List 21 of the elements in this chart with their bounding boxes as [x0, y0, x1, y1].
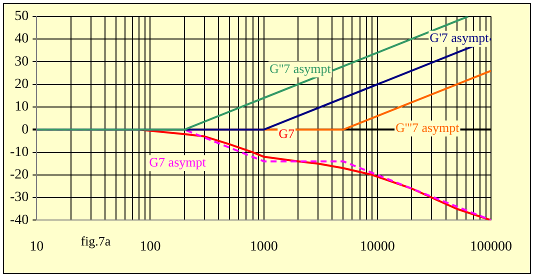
y-tick-label: 0: [22, 122, 29, 138]
x-tick-label: 100000: [470, 239, 512, 254]
series-label: G7: [278, 126, 295, 142]
x-tick-label: 100: [140, 239, 161, 254]
y-tick-label: -30: [10, 190, 29, 206]
series-label: G''7 asympt: [269, 60, 332, 76]
series-label: G7 asympt: [149, 154, 206, 170]
caption: fig.7a: [80, 234, 111, 249]
x-tick-label: 10: [30, 239, 44, 254]
y-tick-label: 50: [14, 9, 29, 24]
y-tick-label: -40: [10, 212, 29, 228]
x-tick-label: 10000: [360, 239, 395, 254]
y-tick-label: 20: [14, 77, 29, 92]
x-tick-label: 1000: [250, 239, 278, 254]
y-tick-label: -10: [10, 144, 29, 160]
y-tick-label: 30: [14, 54, 29, 70]
series-label: G'7 asympt: [430, 30, 490, 46]
y-tick-label: -20: [10, 168, 29, 183]
y-tick-label: 10: [14, 100, 29, 115]
y-tick-label: 40: [14, 32, 29, 47]
series-label: G'''7 asympt: [396, 120, 460, 135]
